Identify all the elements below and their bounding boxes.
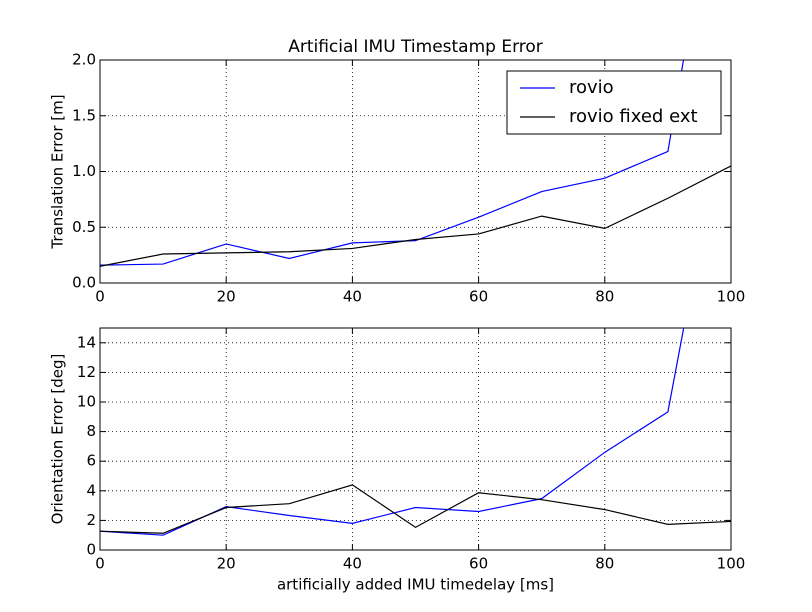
x-axis-label: artificially added IMU timedelay [ms] [277, 576, 554, 594]
x-tick-label: 20 [217, 555, 236, 573]
x-tick-label: 100 [717, 555, 746, 573]
legend-label: rovio [569, 77, 614, 98]
y-axis-label: Translation Error [m] [49, 94, 67, 249]
x-tick-label: 80 [595, 288, 614, 306]
x-tick-label: 60 [469, 555, 488, 573]
axes-frame [99, 327, 732, 551]
x-tick-label: 60 [469, 288, 488, 306]
x-tick-label: 40 [343, 555, 362, 573]
y-tick-label: 6 [86, 452, 96, 470]
y-tick-label: 1.5 [72, 106, 96, 124]
y-tick-label: 0.5 [72, 218, 96, 236]
y-tick-label: 2.0 [72, 51, 96, 69]
y-tick-label: 10 [77, 393, 96, 411]
legend-label: rovio fixed ext [569, 106, 698, 127]
y-tick-label: 0 [86, 541, 96, 559]
x-tick-label: 80 [595, 555, 614, 573]
data-line [100, 328, 685, 536]
data-line [100, 484, 731, 534]
y-tick-label: 0.0 [72, 274, 96, 292]
x-tick-label: 40 [343, 288, 362, 306]
x-tick-label: 0 [95, 288, 105, 306]
legend-box [506, 70, 722, 135]
x-tick-label: 100 [717, 288, 746, 306]
x-tick-label: 0 [95, 555, 105, 573]
y-tick-label: 8 [86, 422, 96, 440]
y-tick-label: 2 [86, 511, 96, 529]
y-tick-label: 12 [77, 363, 96, 381]
axes-frame [99, 59, 732, 284]
data-line [100, 60, 685, 266]
y-tick-label: 1.0 [72, 162, 96, 180]
x-tick-label: 20 [217, 288, 236, 306]
y-tick-label: 4 [86, 481, 96, 499]
y-tick-label: 14 [77, 333, 96, 351]
y-axis-label: Orientation Error [deg] [49, 354, 67, 525]
data-line [100, 165, 731, 267]
chart-title: Artificial IMU Timestamp Error [288, 37, 543, 57]
